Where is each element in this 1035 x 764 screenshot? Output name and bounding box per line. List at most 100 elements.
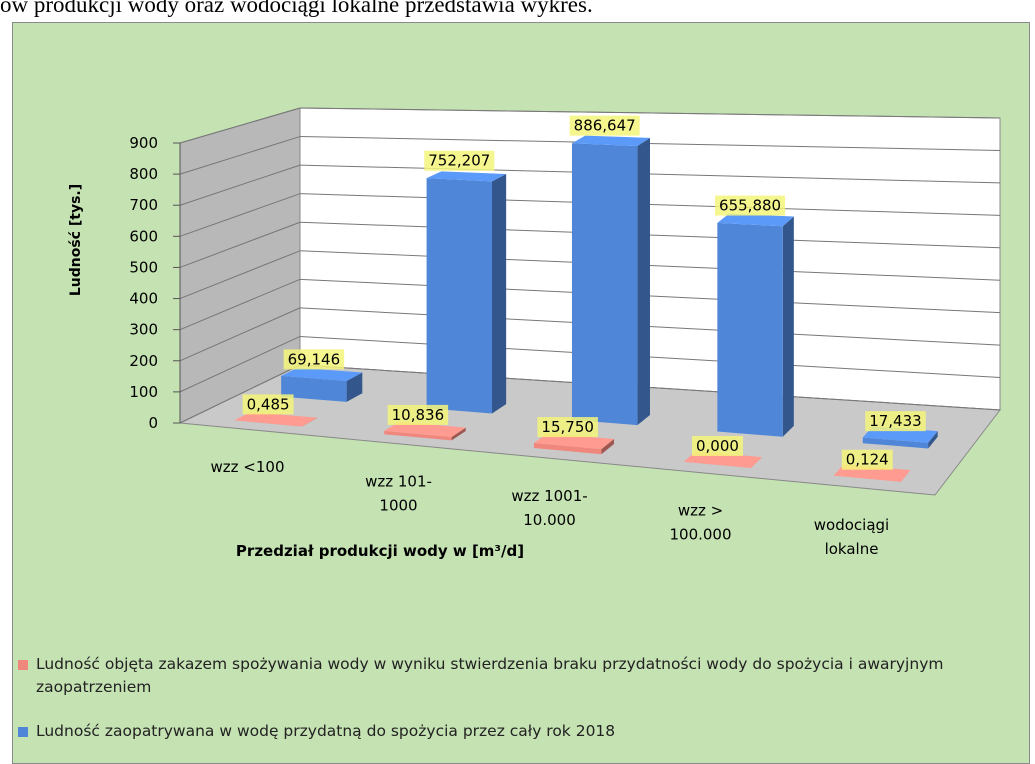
grid-line — [299, 107, 1001, 119]
grid-line — [179, 250, 301, 300]
data-label-background — [283, 349, 345, 370]
bar-side — [637, 137, 650, 426]
bar-side — [451, 427, 466, 441]
grid-line — [299, 193, 1001, 216]
bar-front — [426, 178, 492, 414]
y-tick-label: 800 — [129, 165, 158, 183]
x-tick-label-line: 1000 — [379, 497, 417, 515]
data-label: 886,647 — [574, 117, 636, 135]
y-tick-label: 300 — [129, 321, 158, 339]
data-label: 0,124 — [846, 451, 889, 469]
bar — [384, 421, 466, 441]
legend-text: Ludność zaopatrywana w wodę przydatną do… — [36, 722, 616, 740]
grid-line — [179, 221, 301, 268]
legend-swatch — [18, 660, 28, 670]
bar-side — [301, 417, 318, 427]
y-tick-label: 200 — [129, 352, 158, 370]
y-tick-label: 0 — [148, 414, 158, 432]
x-tick-label-line: wzz 1001- — [511, 487, 587, 505]
x-tick-label: wzz 101- 1000 — [365, 473, 432, 515]
x-tick-label: wzz <100 — [211, 458, 285, 476]
bar-top — [234, 411, 318, 427]
back-wall — [299, 107, 1001, 411]
x-axis-label: Przedział produkcji wody w [m³/d] — [236, 542, 524, 560]
grid-line — [299, 278, 1001, 314]
bar-front — [384, 430, 452, 441]
grid-line — [179, 136, 301, 175]
x-tick-label: wzz > 100.000 — [669, 501, 731, 543]
data-label-background — [537, 417, 598, 438]
y-tick-label: 100 — [129, 383, 158, 401]
data-label-background — [841, 449, 893, 470]
bar — [571, 135, 650, 426]
legend-entry: Ludność objęta zakazem spożywania wody w… — [18, 653, 966, 699]
grid-line — [179, 164, 301, 206]
x-tick-label-line: wodociągi — [814, 516, 889, 534]
bar — [717, 213, 794, 437]
bar-top — [717, 213, 794, 227]
bar-side — [491, 173, 507, 414]
bar — [234, 411, 318, 427]
bar-side — [346, 372, 363, 402]
data-label-background — [424, 150, 495, 171]
data-label: 15,750 — [541, 418, 594, 436]
y-tick-label: 400 — [129, 290, 158, 308]
x-tick-label-line: wzz <100 — [211, 458, 285, 476]
bar-front — [717, 222, 783, 437]
data-label-background — [715, 195, 786, 216]
grid-line — [179, 364, 301, 424]
data-label: 0,000 — [696, 437, 739, 455]
bar-top — [384, 421, 466, 438]
bar — [533, 433, 614, 455]
bar-front — [533, 443, 602, 455]
data-label: 0,485 — [247, 395, 290, 413]
grid-line — [299, 364, 1001, 411]
legend-entry: Ludność zaopatrywana w wodę przydatną do… — [18, 720, 966, 743]
bar-side — [928, 431, 938, 449]
legend-swatch — [18, 727, 28, 737]
grid-line — [299, 250, 1001, 281]
bar — [426, 171, 507, 414]
bar-top — [426, 171, 507, 182]
grid-line — [179, 107, 301, 144]
bar-front — [862, 437, 929, 449]
y-axis-label: Ludność [tys.] — [68, 184, 84, 296]
data-label: 69,146 — [288, 350, 341, 368]
y-tick-label: 500 — [129, 258, 158, 276]
data-label-background — [691, 435, 743, 456]
x-tick-label: wzz 1001- 10.000 — [511, 487, 587, 529]
bar-front — [833, 475, 901, 482]
grid-line — [299, 221, 1001, 249]
bar-front — [571, 143, 638, 426]
bar-front — [281, 375, 347, 402]
data-label-background — [387, 404, 449, 425]
grid-line — [299, 136, 1001, 151]
bar-top — [571, 135, 650, 147]
x-tick-label-line: wzz > — [678, 501, 723, 519]
bar-side — [782, 216, 794, 437]
data-label-background — [242, 394, 294, 415]
x-tick-label: wodociągi lokalne — [814, 516, 889, 558]
x-tick-label-line: 100.000 — [669, 525, 731, 543]
grid-line — [179, 307, 301, 362]
data-label: 752,207 — [428, 152, 490, 170]
bar-top — [281, 367, 363, 381]
data-label: 655,880 — [719, 197, 781, 215]
document-text: ów produkcji wody oraz wodociągi lokalne… — [0, 0, 593, 17]
x-tick-label-line: 10.000 — [523, 511, 576, 529]
bar — [281, 367, 363, 402]
y-tick-label: 600 — [129, 227, 158, 245]
legend-text: Ludność objęta zakazem spożywania wody w… — [36, 655, 944, 696]
grid-line — [179, 335, 301, 393]
x-tick-label-line: lokalne — [825, 540, 879, 558]
bar-side — [601, 439, 614, 455]
grid-line — [299, 164, 1001, 184]
bar-front — [234, 420, 302, 427]
bar-top — [533, 433, 614, 450]
data-label-background — [865, 411, 926, 432]
grid-line — [299, 307, 1001, 346]
x-tick-label-line: wzz 101- — [365, 473, 432, 491]
data-label: 17,433 — [869, 412, 922, 430]
